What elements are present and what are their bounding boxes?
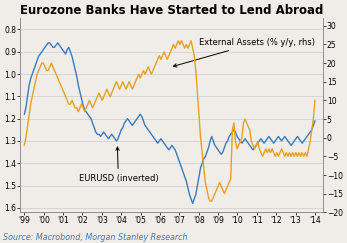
Text: Eurozone Banks Have Started to Lend Abroad: Eurozone Banks Have Started to Lend Abro… [20,4,324,17]
Text: External Assets (% y/y, rhs): External Assets (% y/y, rhs) [174,38,315,67]
Text: EURUSD (inverted): EURUSD (inverted) [78,147,158,183]
Text: Source: Macrobond, Morgan Stanley Research: Source: Macrobond, Morgan Stanley Resear… [3,233,188,242]
